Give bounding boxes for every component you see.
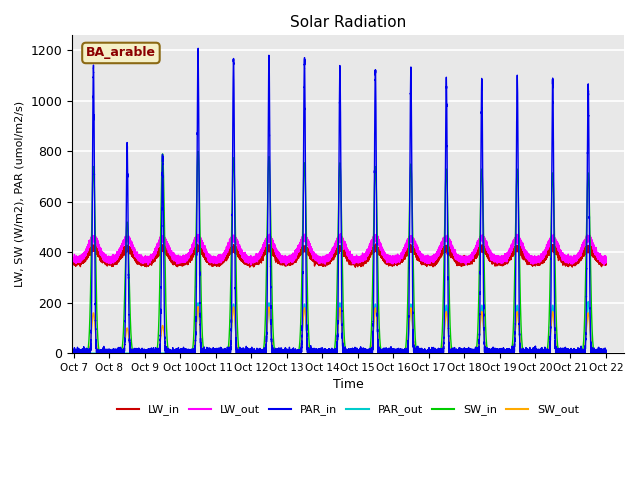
- Y-axis label: LW, SW (W/m2), PAR (umol/m2/s): LW, SW (W/m2), PAR (umol/m2/s): [15, 101, 25, 288]
- Legend: LW_in, LW_out, PAR_in, PAR_out, SW_in, SW_out: LW_in, LW_out, PAR_in, PAR_out, SW_in, S…: [113, 400, 583, 420]
- X-axis label: Time: Time: [333, 378, 364, 392]
- Text: BA_arable: BA_arable: [86, 47, 156, 60]
- Title: Solar Radiation: Solar Radiation: [290, 15, 406, 30]
